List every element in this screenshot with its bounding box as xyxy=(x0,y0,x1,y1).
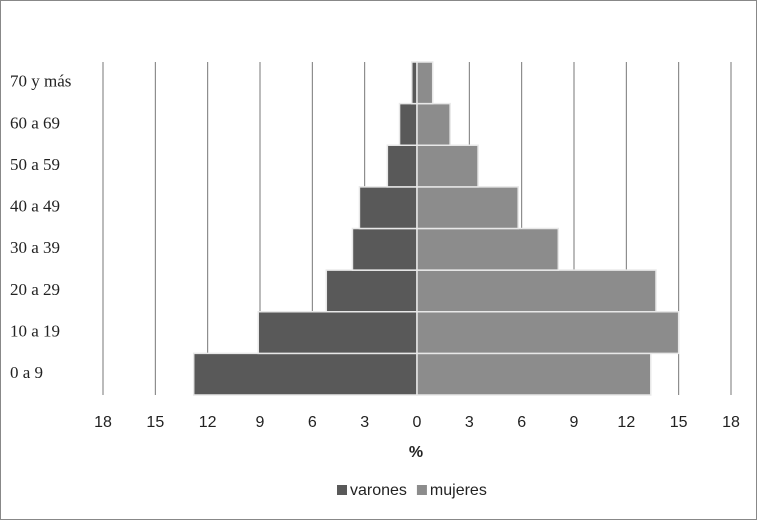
bar xyxy=(386,144,418,188)
x-tick-label: 9 xyxy=(256,414,265,431)
x-tick-label: 12 xyxy=(617,414,635,431)
y-tick-label: 50 a 59 xyxy=(10,155,60,174)
bar xyxy=(416,186,519,230)
y-tick-label: 60 a 69 xyxy=(10,113,60,132)
x-tick-label: 12 xyxy=(199,414,217,431)
bar xyxy=(416,352,652,396)
bar xyxy=(416,144,479,188)
legend-label: mujeres xyxy=(430,482,487,499)
x-tick-label: 3 xyxy=(360,414,369,431)
x-tick-label: 0 xyxy=(413,414,422,431)
y-tick-label: 70 y más xyxy=(10,72,71,91)
x-tick-label: 15 xyxy=(146,414,164,431)
bar xyxy=(398,102,418,146)
bar xyxy=(325,269,418,313)
x-tick-label: 6 xyxy=(517,414,526,431)
bar xyxy=(416,269,657,313)
y-tick-label: 0 a 9 xyxy=(10,363,43,382)
y-tick-label: 40 a 49 xyxy=(10,197,60,216)
bar xyxy=(351,227,418,271)
x-tick-label: 3 xyxy=(465,414,474,431)
x-tick-label: 18 xyxy=(94,414,112,431)
bar xyxy=(416,227,560,271)
x-axis-label: % xyxy=(409,444,423,461)
bar xyxy=(416,102,451,146)
y-tick-label: 20 a 29 xyxy=(10,280,60,299)
y-tick-label: 10 a 19 xyxy=(10,321,60,340)
bar xyxy=(257,311,418,355)
bar xyxy=(416,311,680,355)
bar xyxy=(358,186,418,230)
x-tick-label: 18 xyxy=(722,414,740,431)
y-tick-label: 30 a 39 xyxy=(10,238,60,257)
x-tick-label: 9 xyxy=(570,414,579,431)
legend-swatch xyxy=(337,485,347,495)
x-tick-label: 6 xyxy=(308,414,317,431)
legend-swatch xyxy=(416,485,427,495)
bar xyxy=(416,61,434,105)
bar xyxy=(411,61,418,105)
legend-label: varones xyxy=(350,482,407,499)
x-tick-label: 15 xyxy=(670,414,688,431)
bar xyxy=(192,352,418,396)
